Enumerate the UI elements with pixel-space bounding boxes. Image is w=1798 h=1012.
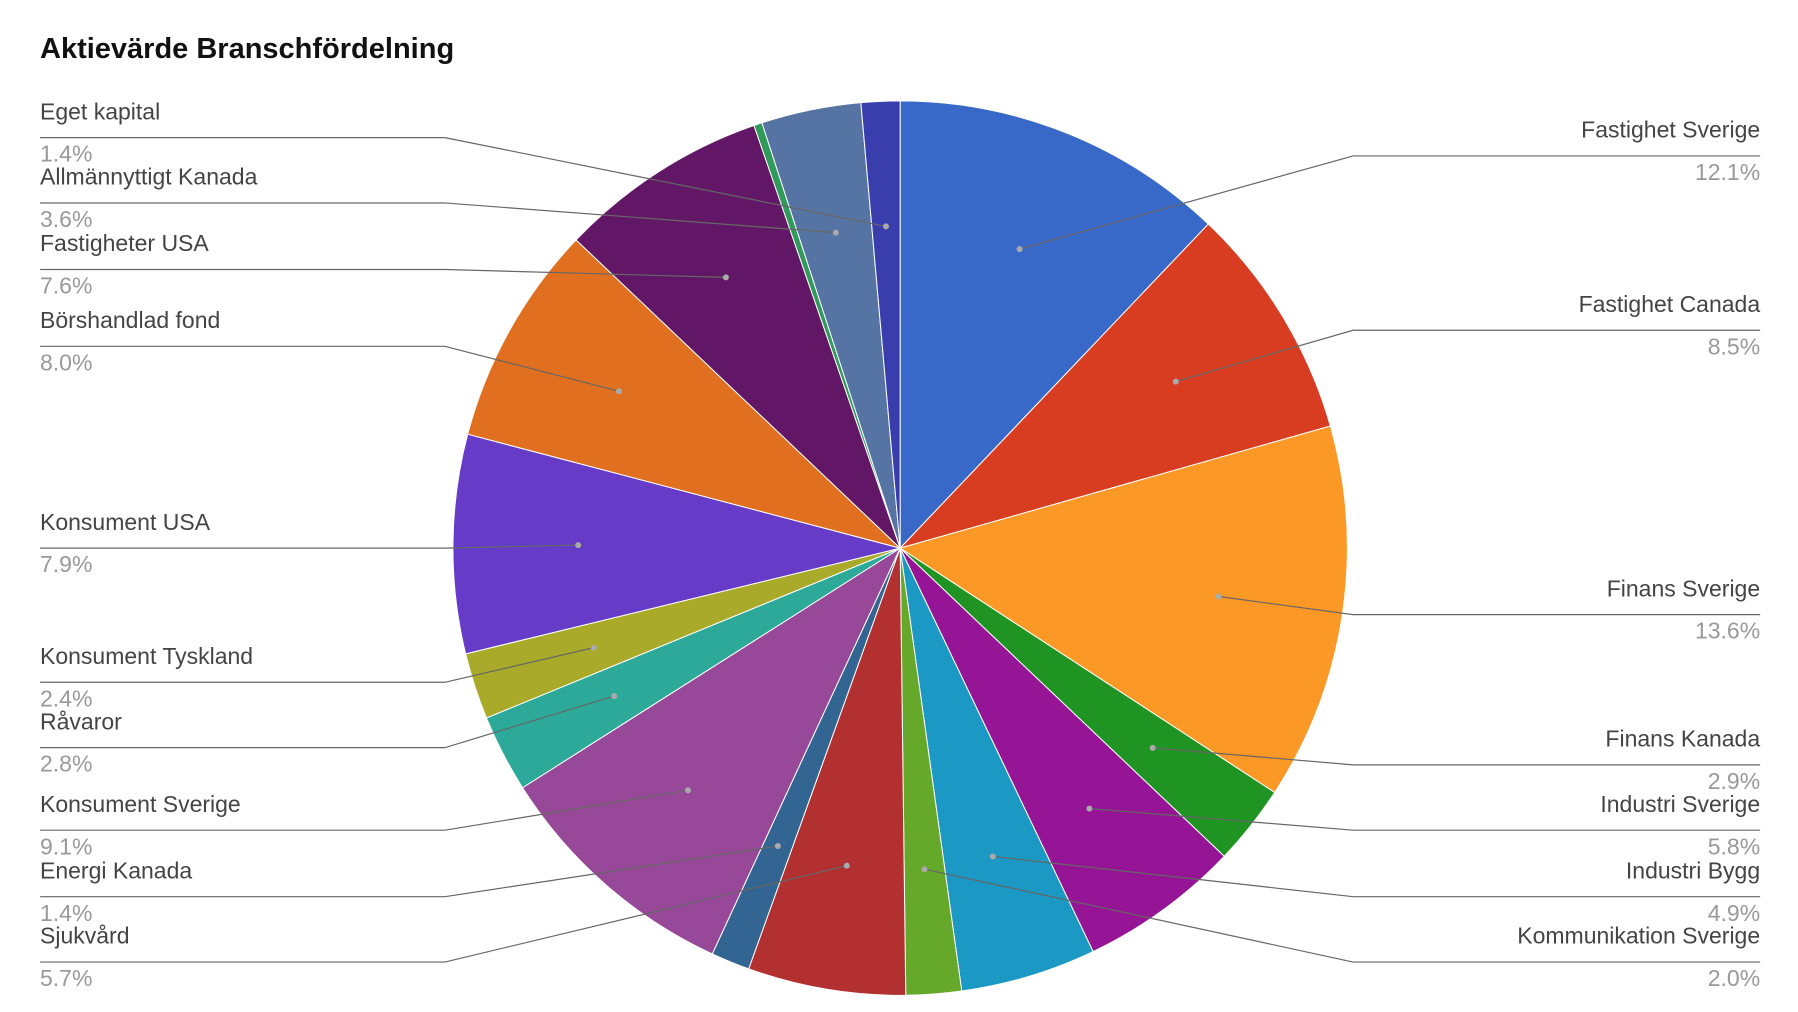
leader-dot: [611, 693, 618, 700]
leader-line: [40, 789, 689, 831]
slice-label: Industri Bygg: [1626, 857, 1760, 883]
value-label: 5.8%: [1708, 833, 1760, 859]
slice-label: Kommunikation Sverige: [1517, 923, 1760, 949]
leader-dot: [832, 229, 839, 236]
slice-label: Fastigheter USA: [40, 230, 209, 256]
leader-dot: [1215, 593, 1222, 600]
slice-label: Eget kapital: [40, 98, 160, 124]
pie-slice: [898, 425, 1348, 794]
leader-dot: [843, 862, 850, 869]
pie-slice: [521, 546, 902, 955]
slice-label: Sjukvård: [40, 923, 129, 949]
leader-dot: [590, 644, 597, 651]
leader-line: [40, 345, 620, 392]
value-label: 12.1%: [1695, 159, 1760, 185]
leader-dot: [575, 542, 582, 549]
slice-label: Allmännyttigt Kanada: [40, 164, 258, 190]
leader-line: [1175, 329, 1761, 383]
leader-line: [40, 544, 579, 549]
slice-label: Finans Sverige: [1607, 575, 1760, 601]
pie-slice: [860, 100, 901, 549]
slice-label: Finans Kanada: [1605, 725, 1760, 751]
value-label: 3.6%: [40, 206, 92, 232]
value-label: 13.6%: [1695, 618, 1760, 644]
leader-line: [1019, 155, 1761, 250]
leader-dot: [1172, 378, 1179, 385]
leader-dot: [882, 223, 889, 230]
value-label: 2.4%: [40, 685, 92, 711]
pie-slice: [898, 223, 1331, 550]
value-label: 5.7%: [40, 965, 92, 991]
slice-label: Energi Kanada: [40, 857, 192, 883]
leader-line: [40, 202, 836, 234]
value-label: 4.9%: [1708, 900, 1760, 926]
value-label: 2.9%: [1708, 768, 1760, 794]
leader-line: [1089, 808, 1761, 831]
pie-slice: [899, 547, 1225, 953]
leader-line: [40, 647, 595, 683]
slice-label: Råvaror: [40, 708, 122, 734]
leader-dot: [989, 853, 996, 860]
slice-label: Konsument Tyskland: [40, 643, 253, 669]
leader-dot: [615, 388, 622, 395]
value-label: 7.9%: [40, 551, 92, 577]
pie-slice: [452, 433, 901, 655]
leader-dot: [921, 866, 928, 873]
leader-dot: [722, 274, 729, 281]
chart-title: Aktievärde Branschfördelning: [40, 33, 454, 65]
value-label: 9.1%: [40, 833, 92, 859]
slice-label: Konsument USA: [40, 509, 211, 535]
leader-dot: [774, 842, 781, 849]
value-label: 2.8%: [40, 751, 92, 777]
slice-label: Industri Sverige: [1600, 791, 1760, 817]
leader-line: [924, 868, 1761, 963]
leader-dot: [1149, 744, 1156, 751]
leader-line: [1218, 595, 1761, 616]
value-label: 7.6%: [40, 273, 92, 299]
value-label: 8.5%: [1708, 333, 1760, 359]
leader-dot: [1016, 246, 1023, 253]
leader-dot: [684, 787, 691, 794]
leader-line: [40, 268, 726, 278]
leader-line: [40, 137, 887, 228]
leader-line: [40, 695, 615, 749]
pie-slice: [899, 100, 1210, 550]
pie-slice: [575, 124, 901, 549]
leader-dot: [1086, 805, 1093, 812]
value-label: 1.4%: [40, 900, 92, 926]
pie-slice: [748, 547, 907, 996]
value-label: 8.0%: [40, 349, 92, 375]
leader-line: [992, 855, 1761, 898]
slice-label: Fastighet Sverige: [1581, 117, 1760, 143]
leader-line: [40, 845, 778, 898]
leader-line: [40, 865, 847, 963]
value-label: 1.4%: [40, 141, 92, 167]
value-label: 2.0%: [1708, 965, 1760, 991]
pie-slice: [467, 239, 901, 549]
leader-line: [1152, 747, 1761, 766]
slice-label: Fastighet Canada: [1579, 291, 1761, 317]
slice-label: Konsument Sverige: [40, 791, 241, 817]
slice-label: Börshandlad fond: [40, 307, 220, 333]
